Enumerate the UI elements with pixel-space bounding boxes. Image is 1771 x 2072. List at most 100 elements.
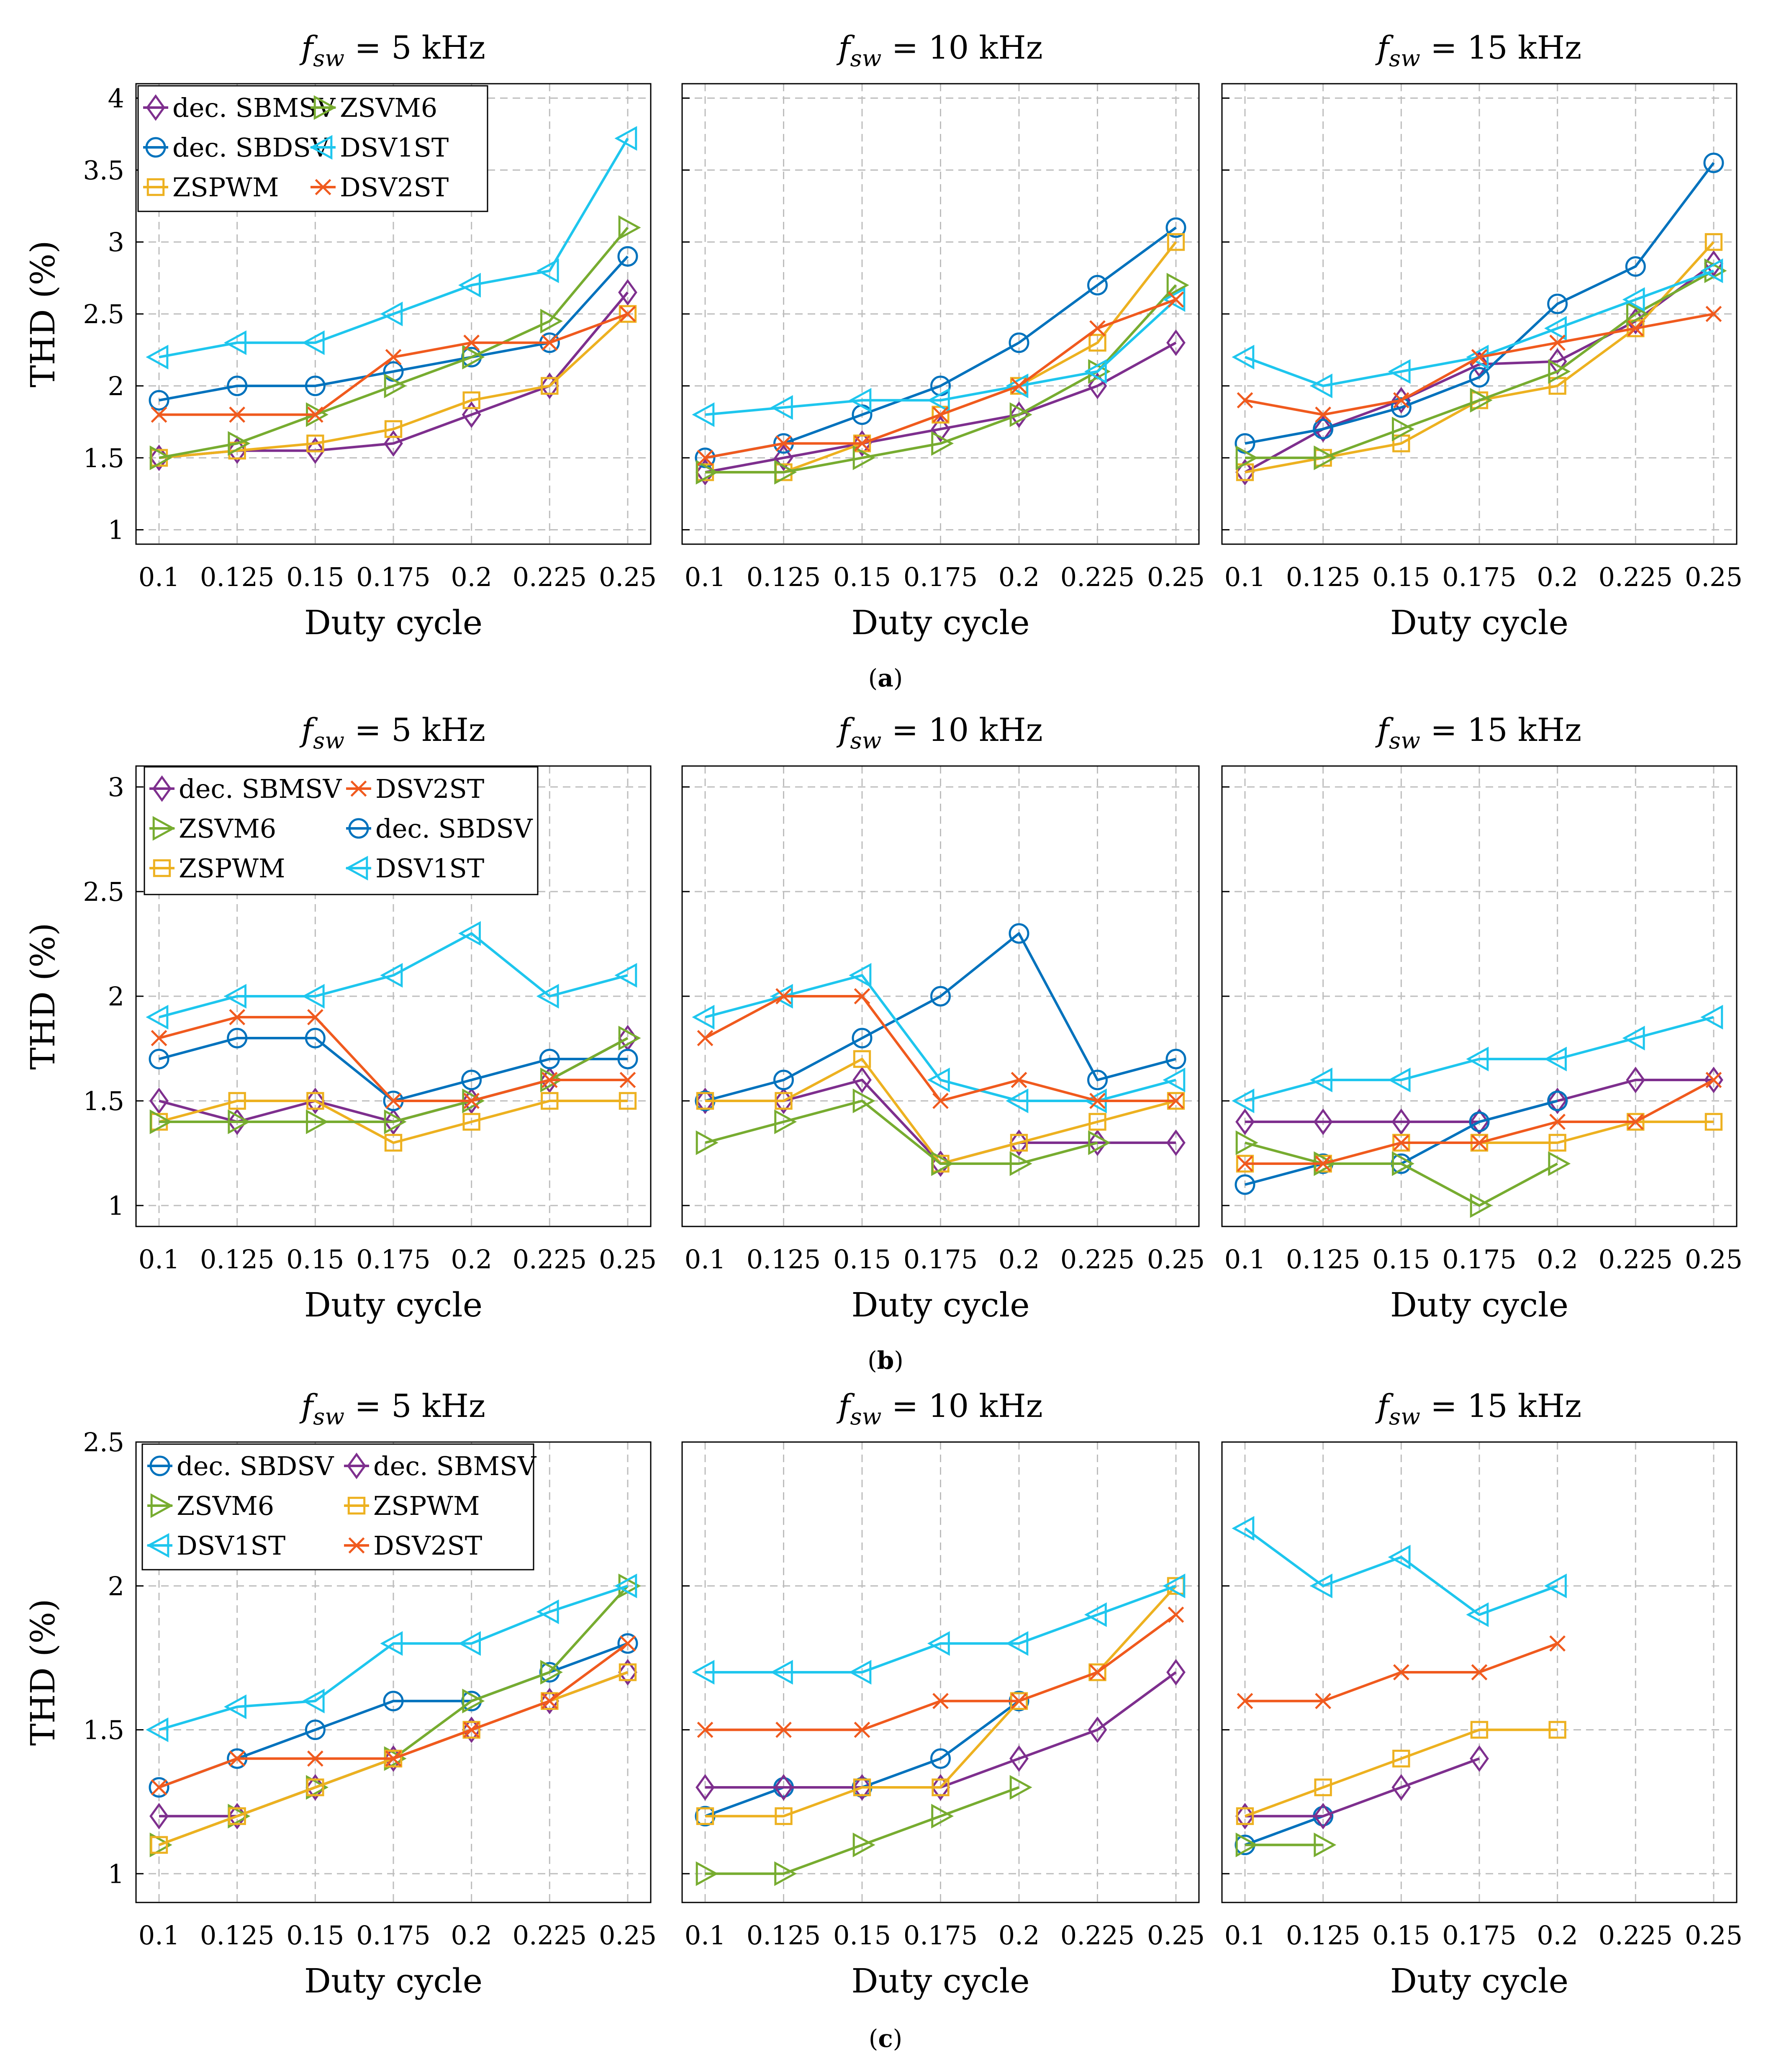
data-point-dec-sbmsv: [618, 1659, 637, 1686]
panel-title: fsw = 5 kHz: [299, 29, 485, 72]
data-point-dsv2st: [1315, 406, 1332, 423]
data-point-dsv2st: [541, 334, 558, 351]
data-point-dsv1st: [458, 1631, 481, 1656]
panel-title: fsw = 10 kHz: [836, 1387, 1042, 1430]
data-point-dec-sbmsv: [149, 1087, 169, 1114]
y-tick-label: 2: [108, 981, 124, 1012]
data-point-dsv1st: [1466, 1046, 1489, 1072]
data-point-dsv1st: [1084, 1602, 1107, 1627]
data-point-dsv1st: [380, 963, 403, 988]
x-tick-label: 0.1: [685, 1244, 726, 1275]
data-point-zspwm: [228, 1092, 246, 1110]
panel-a-2: 0.1 0.125 0.15 0.175 0.2 0.225 0.25 Duty cycle f…: [681, 29, 1205, 642]
data-point-dec-sbmsv: [1009, 1129, 1029, 1156]
x-tick-label: 0.175: [356, 562, 431, 592]
x-tick-label: 0.15: [833, 1920, 891, 1951]
x-axis-label: Duty cycle: [851, 603, 1029, 642]
series-dsv2st: [697, 291, 1184, 466]
data-point-zsvm6: [1235, 1130, 1258, 1155]
data-point-zspwm: [306, 1778, 324, 1797]
data-point-dsv1st: [1388, 359, 1411, 384]
y-tick-label: 2: [108, 1571, 124, 1602]
data-point-dsv2st: [1315, 1155, 1332, 1172]
data-point-dsv1st: [849, 963, 872, 988]
x-tick-label: 0.125: [200, 1920, 275, 1951]
data-point-zspwm: [150, 1836, 168, 1854]
data-point-dsv1st: [302, 1689, 325, 1714]
data-point-dsv2st: [1168, 1093, 1184, 1109]
data-point-zspwm: [1088, 334, 1106, 352]
x-axis-label: Duty cycle: [1390, 1285, 1568, 1324]
series-line-dsv1st: [1245, 1016, 1714, 1102]
data-point-dsv1st: [614, 1573, 637, 1599]
x-tick-label: 0.2: [1537, 1244, 1578, 1275]
data-point-zspwm: [1704, 233, 1723, 251]
data-point-dsv2st: [1315, 1693, 1332, 1710]
data-point-zsvm6: [618, 215, 641, 240]
data-point-zsvm6: [1470, 388, 1493, 413]
data-point-zspwm: [541, 1692, 559, 1710]
legend-swatch-marker: [146, 94, 165, 121]
data-point-dec-sbmsv: [1166, 1129, 1186, 1156]
data-point-dec-sbdsv: [1469, 1111, 1490, 1132]
data-point-dsv1st: [1700, 1005, 1723, 1030]
x-tick-label: 0.225: [1599, 562, 1673, 592]
x-tick-label: 0.125: [747, 1920, 821, 1951]
legend-swatch-marker: [146, 1533, 169, 1558]
data-point-dsv1st: [849, 1660, 872, 1685]
x-tick-label: 0.175: [1442, 1920, 1517, 1951]
data-point-zspwm: [1088, 1663, 1106, 1681]
data-point-zspwm: [1088, 1113, 1106, 1131]
data-point-dsv1st: [614, 963, 637, 988]
chart-row-c: 1 1.5 2 2.5 THD (%) 0.1 0.125 0.15 0.175 0.2 0.225…: [23, 1387, 1743, 2053]
y-tick-label: 1.5: [83, 1086, 124, 1116]
x-tick-label: 0.125: [1286, 1920, 1360, 1951]
data-point-zspwm: [1236, 1807, 1254, 1825]
series-line-zspwm: [159, 1100, 628, 1144]
series-dsv2st: [1237, 1635, 1566, 1710]
data-point-dsv1st: [1388, 1545, 1411, 1570]
data-point-zsvm6: [1704, 258, 1727, 283]
data-point-dec-sbdsv: [383, 1691, 404, 1712]
panel-title: fsw = 5 kHz: [299, 711, 485, 754]
series-zsvm6: [696, 1775, 1032, 1886]
data-point-dsv1st: [302, 984, 325, 1009]
data-point-zspwm: [384, 420, 403, 438]
data-point-dec-sbdsv: [149, 1777, 169, 1798]
data-point-dec-sbmsv: [1470, 1108, 1489, 1135]
legend-box: [144, 766, 539, 895]
legend-swatch-marker: [315, 179, 331, 195]
data-point-dsv2st: [307, 1750, 323, 1767]
legend-item-dsv1st: DSV1ST: [310, 132, 449, 163]
x-axis-label: Duty cycle: [304, 603, 483, 642]
legend-label: dec. SBMSV: [373, 1451, 537, 1481]
data-point-zspwm: [932, 1778, 950, 1797]
data-point-dec-sbmsv: [931, 1774, 950, 1801]
series-dec-sbdsv: [1235, 152, 1724, 454]
data-point-dsv2st: [307, 1009, 323, 1026]
series-line-dec-sbmsv: [705, 342, 1177, 474]
x-tick-label: 0.225: [513, 1920, 587, 1951]
data-point-zspwm: [1010, 1134, 1028, 1152]
x-tick-label: 0.2: [1537, 1920, 1578, 1951]
x-tick-label: 0.25: [1685, 562, 1743, 592]
panel-b-3: 0.1 0.125 0.15 0.175 0.2 0.225 0.25 Duty cycle f…: [1221, 711, 1743, 1324]
data-point-zspwm: [541, 1092, 559, 1110]
legend-label: DSV2ST: [375, 774, 484, 804]
data-point-dec-sbdsv: [305, 1720, 326, 1740]
data-point-zsvm6: [462, 1689, 485, 1714]
data-point-zsvm6: [306, 1109, 329, 1134]
series-line-zsvm6: [1245, 270, 1715, 459]
legend-a: dec. SBMSV ZSVM6 dec. SBDSV DSV1ST ZSPWM DSV2…: [137, 85, 488, 212]
data-point-dec-sbmsv: [1548, 348, 1567, 375]
legend-item-dsv1st: DSV1ST: [345, 853, 484, 884]
data-point-zspwm: [306, 1092, 324, 1110]
data-point-zspwm: [1548, 1134, 1566, 1152]
subfigure-caption: (c): [869, 2024, 903, 2053]
data-point-dsv2st: [463, 1722, 480, 1738]
series-line-dsv1st: [159, 138, 629, 359]
data-point-dec-sbmsv: [462, 401, 481, 428]
x-tick-label: 0.1: [1224, 562, 1266, 592]
data-point-dec-sbmsv: [931, 416, 950, 442]
data-point-dec-sbmsv: [1704, 250, 1723, 277]
